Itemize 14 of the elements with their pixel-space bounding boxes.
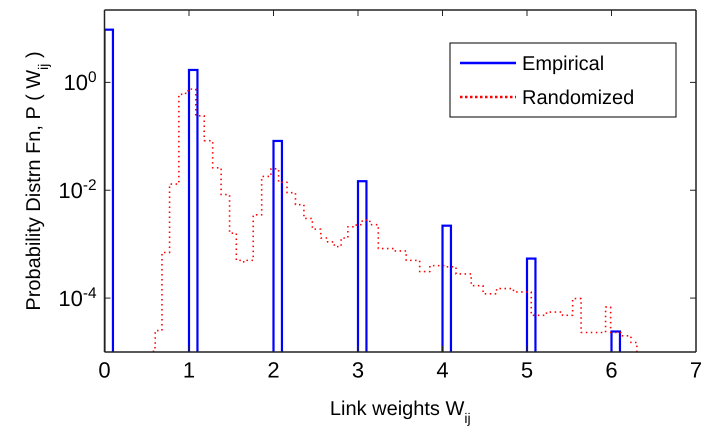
x-tick-label: 7: [690, 358, 702, 383]
x-tick-label: 6: [605, 358, 618, 383]
x-tick-label: 0: [98, 358, 111, 383]
y-tick-label: 10$^{-2}$: [58, 176, 96, 203]
y-tick-label: 10$^{-4}$: [58, 284, 97, 311]
x-tick-label: 5: [520, 358, 534, 383]
x-tick-label: 4: [436, 358, 449, 383]
y-tick-label: 10$^{0}$: [63, 68, 96, 96]
x-tick-label: 2: [267, 358, 280, 383]
x-tick-label: 3: [352, 358, 364, 383]
x-tick-label: 1: [182, 358, 196, 383]
legend-label: Randomized: [522, 87, 634, 109]
x-axis-title: Link weights W$_{ij}$: [330, 398, 471, 426]
legend-label: Empirical: [522, 53, 604, 75]
